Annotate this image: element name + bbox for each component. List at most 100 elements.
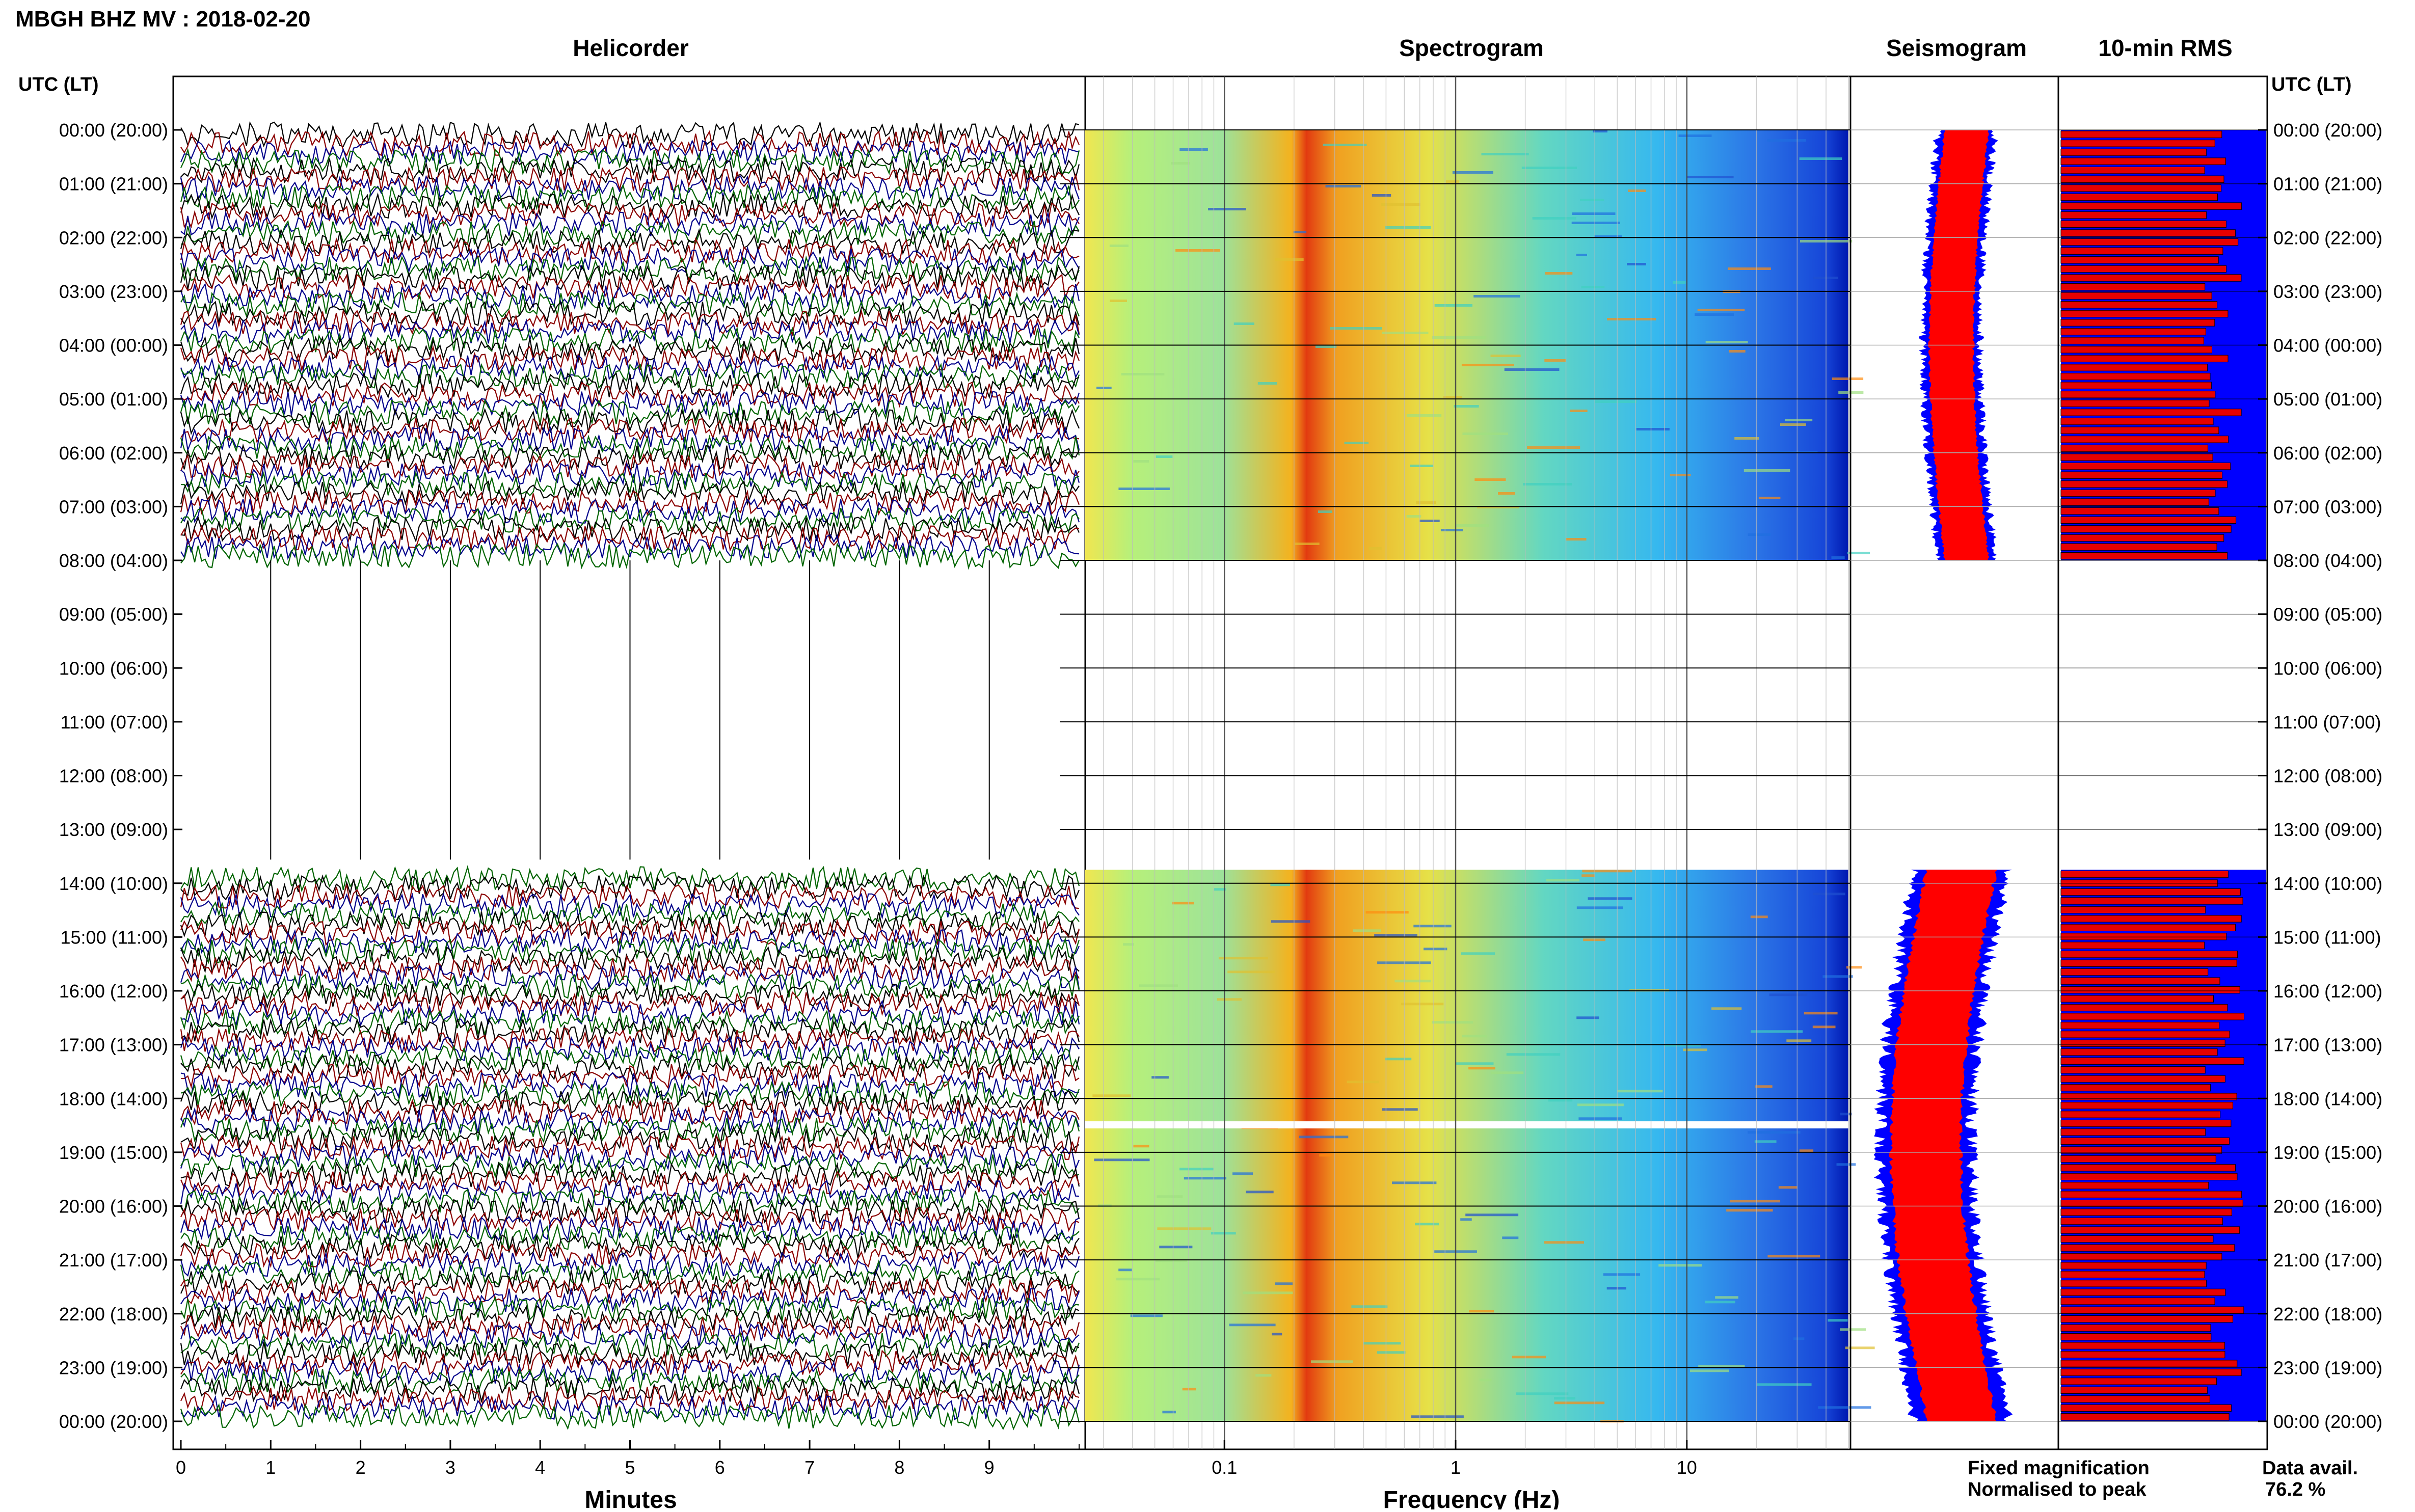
rms-normalised-to-peak-bar (2060, 1119, 2232, 1127)
time-axis-right-label: UTC (LT) (2271, 74, 2352, 95)
spectrogram-speckle (1116, 1278, 1160, 1281)
helicorder-trace (180, 533, 1080, 561)
helicorder-trace (180, 282, 1080, 310)
rms-normalised-to-peak-bar (2060, 382, 2212, 389)
time-axis-right: 00:00 (20:00) 01:00 (21:00) 02:00 (22:00) 0… (2258, 120, 2382, 1432)
legend-normalised-to-peak: Normalised to peak (1968, 1479, 2146, 1500)
helicorder-trace (180, 1135, 1080, 1162)
helicorder-trace (180, 210, 1080, 237)
spectrogram-speckle (1432, 1021, 1473, 1024)
rms-normalised-to-peak-bar (2060, 870, 2229, 878)
time-axis-left-tick-label: 06:00 (02:00) (59, 443, 168, 464)
spectrogram-speckle (1579, 199, 1604, 201)
spectrogram-speckle (1318, 510, 1332, 513)
spectrogram-speckle (1419, 520, 1440, 522)
helicorder-trace (180, 990, 1080, 1018)
spectrogram-speckle (1758, 497, 1781, 499)
spectrogram-speckle (1498, 492, 1515, 495)
spectrogram-speckle (1743, 469, 1790, 472)
rms-normalised-to-peak-bar (2060, 1208, 2232, 1216)
spectrogram-speckle (1460, 1218, 1472, 1221)
helicorder-trace (180, 1187, 1080, 1216)
time-axis-left-tick-label: 10:00 (06:00) (59, 658, 168, 679)
spectrogram-speckle (1443, 396, 1462, 398)
rms-normalised-to-peak-bar (2060, 310, 2229, 318)
rms-normalised-to-peak-bar (2060, 933, 2227, 940)
helicorder-title: Helicorder (573, 35, 689, 61)
time-axis-left-tick-label: 04:00 (00:00) (59, 335, 168, 356)
rms-normalised-to-peak-bar (2060, 1226, 2240, 1234)
rms-normalised-to-peak-bar (2060, 1102, 2233, 1110)
rms-normalised-to-peak-bar (2060, 507, 2219, 515)
spectrogram-speckle (1754, 1140, 1777, 1143)
spectrogram-speckle (1678, 134, 1712, 137)
spectrogram-title: Spectrogram (1399, 35, 1544, 61)
time-axis-left-tick-label: 00:00 (20:00) (59, 1411, 168, 1432)
rms-normalised-to-peak-bar (2060, 1378, 2217, 1385)
helicorder-trace (180, 183, 1080, 211)
spectrogram-speckle (1690, 1369, 1729, 1372)
helicorder-trace (180, 892, 1080, 920)
data-availability-label: Data avail. (2262, 1457, 2358, 1479)
spectrogram-speckle (1812, 1025, 1836, 1029)
spectrogram-speckle (1299, 1136, 1349, 1139)
spectrogram-speckle (1554, 1401, 1605, 1405)
helicorder-trace (180, 371, 1080, 399)
spectrogram-speckle (1415, 1223, 1439, 1226)
helicorder-trace (180, 255, 1080, 283)
spectrogram-x-tick-label: 10 (1677, 1457, 1697, 1478)
spectrogram-speckle (1465, 1213, 1519, 1217)
rms-normalised-to-peak-bar (2060, 534, 2224, 542)
seismogram-title: Seismogram (1886, 35, 2027, 61)
time-axis-right-tick-label: 16:00 (12:00) (2273, 981, 2382, 1002)
spectrogram-speckle (1774, 451, 1818, 453)
helicorder-trace (180, 237, 1080, 264)
time-axis-right-tick-label: 03:00 (23:00) (2273, 281, 2382, 302)
time-axis-left-tick-label: 12:00 (08:00) (59, 766, 168, 787)
spectrogram-speckle (1698, 1365, 1745, 1368)
rms-normalised-to-peak-bar (2060, 238, 2239, 246)
spectrogram-speckle (1715, 1296, 1738, 1299)
helicorder-trace (180, 1349, 1080, 1376)
rms-normalised-to-peak-bar (2060, 1218, 2223, 1225)
spectrogram-speckle (1554, 1397, 1575, 1400)
spectrogram-speckle (1581, 874, 1595, 877)
spectrogram-speckle (1293, 231, 1307, 233)
helicorder-trace (180, 1251, 1080, 1279)
time-axis-right-tick-label: 05:00 (01:00) (2273, 389, 2382, 410)
spectrogram-speckle (1593, 130, 1607, 132)
rms-normalised-to-peak-bar (2060, 995, 2214, 1003)
spectrogram-speckle (1595, 400, 1637, 403)
helicorder-trace (180, 175, 1080, 202)
spectrogram-speckle (1748, 1131, 1801, 1134)
rms-normalised-to-peak-bar (2060, 1395, 2210, 1403)
rms-normalised-to-peak-bar (2060, 1057, 2244, 1065)
rms-normalised-to-peak-bar (2060, 1360, 2238, 1367)
spectrogram-speckle (1594, 235, 1622, 238)
helicorder-trace (180, 479, 1080, 506)
helicorder-trace (180, 1331, 1080, 1359)
helicorder-trace (180, 139, 1080, 166)
spectrogram-speckle (1577, 1103, 1624, 1106)
rms-normalised-to-peak-bar (2060, 986, 2240, 994)
time-axis-left-tick-label: 17:00 (13:00) (59, 1035, 168, 1056)
spectrogram-speckle (1578, 1117, 1622, 1120)
spectrogram-speckle (1311, 1360, 1353, 1363)
rms-normalised-to-peak-bar (2060, 301, 2218, 309)
spectrogram-speckle (1242, 1291, 1293, 1294)
rms-normalised-to-peak-bar (2060, 453, 2213, 461)
spectrogram-speckle (1295, 543, 1320, 545)
helicorder-trace (180, 317, 1080, 346)
spectrogram-speckle (1257, 382, 1277, 385)
spectrogram-speckle (1445, 180, 1459, 183)
rms-normalised-to-peak-bar (2060, 148, 2207, 156)
rms-frame (2057, 75, 2268, 1450)
rms-normalised-to-peak-bar (2060, 1155, 2216, 1163)
spectrogram-speckle (1461, 364, 1514, 366)
helicorder-trace (180, 1224, 1080, 1251)
legend-fixed-magnification: Fixed magnification (1968, 1457, 2150, 1479)
spectrogram-speckle (1664, 1044, 1701, 1047)
rms-normalised-to-peak-bar (2060, 436, 2229, 443)
spectrogram-speckle (1179, 148, 1208, 151)
